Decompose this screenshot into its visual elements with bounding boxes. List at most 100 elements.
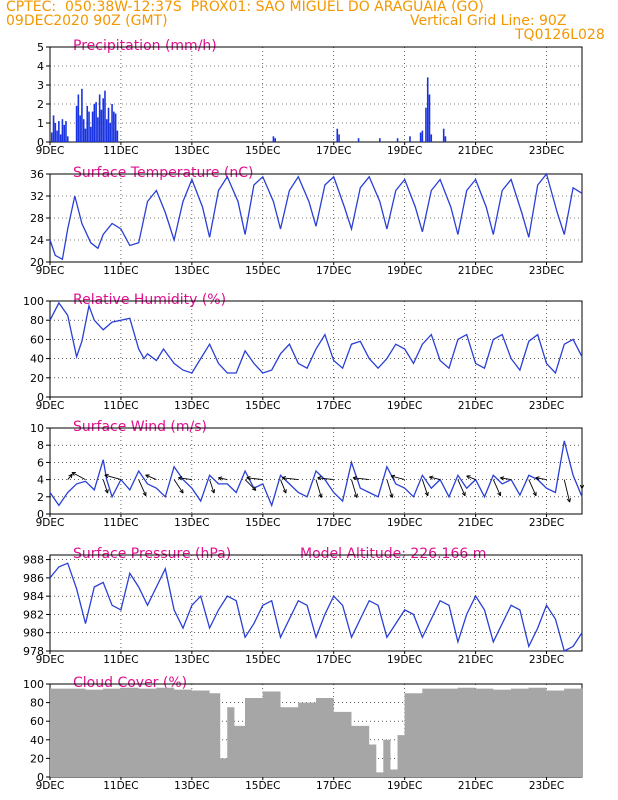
temp-xtick-label: 11DEC [103,265,138,277]
wind-arrow-head [461,491,466,497]
pressure-xtick-label: 15DEC [245,654,280,666]
precip-bar [89,126,92,142]
pressure-xtick-label: 13DEC [174,654,209,666]
rh-panel: Relative Humidity (%) 0 20 40 60 80 100 9DEC 11D… [23,292,583,412]
wind-panel: Surface Wind (m/s) 0 2 4 6 8 10 9DEC 11DEC 13DEC 1… [30,419,585,529]
cloud-bar [220,758,222,777]
wind-arrow-head [497,491,502,497]
precip-xtick-label: 15DEC [245,145,280,157]
wind-arrow-head [210,489,216,494]
wind-xtick-label: 21DEC [458,517,493,529]
pressure-xtick-label: 23DEC [529,654,564,666]
cloud-ytick-label: 0 [37,771,44,784]
precip-xtick-label: 23DEC [529,145,564,157]
rh-xtick-label: 9DEC [36,400,65,412]
rh-ytick-label: 40 [30,353,44,366]
wind-arrow-head [104,473,109,479]
pressure-ytick-label: 980 [23,627,44,640]
cloud-xtick-label: 17DEC [316,780,351,792]
precip-bar [91,111,94,142]
cloud-bar [376,772,378,777]
wind-arrow [421,479,429,496]
wind-arrow-head [317,476,322,481]
wind-arrow [282,477,299,481]
cloud-bar [333,711,335,777]
rh-ytick-label: 100 [23,295,44,308]
wind-arrow-head [424,491,429,497]
wind-frame [49,427,583,515]
precip-panel: Precipitation (mm/h) 0 1 2 3 4 5 9DEC 11DEC 13DEC… [36,38,583,157]
precip-bar [421,130,424,142]
precip-bar [111,104,113,142]
wind-arrow-head [390,474,396,479]
cloud-ytick-label: 20 [30,752,44,765]
precip-xtick-label: 19DEC [387,145,422,157]
wind-arrow-head [145,474,150,479]
wind-arrow-head [579,484,585,489]
precip-bar [97,117,99,142]
rh-ytick-label: 80 [30,314,44,327]
cloud-bar [174,689,176,777]
wind-arrow-head [179,489,184,494]
wind-arrow [317,477,334,481]
cloud-xtick-label: 19DEC [387,780,422,792]
precip-xtick-label: 21DEC [458,145,493,157]
precip-bar [426,77,429,142]
wind-arrow [492,479,501,496]
cloud-bar [67,688,69,777]
wind-arrow-head [251,486,257,491]
precip-ytick-label: 2 [37,98,44,111]
cloud-bar [138,688,140,777]
wind-arrow [173,479,184,494]
precip-bar [272,136,275,142]
precip-bar [442,128,445,142]
wind-arrow [315,479,322,498]
precip-ytick-label: 4 [37,60,44,73]
pressure-frame [49,554,583,652]
rh-xtick-label: 23DEC [529,400,564,412]
wind-arrow [67,473,73,480]
wind-arrow [71,472,86,480]
precip-bar [338,134,340,142]
precip-xtick-label: 13DEC [174,145,209,157]
temp-xtick-label: 19DEC [387,265,422,277]
cloud-bar [582,687,583,777]
wind-arrow [535,477,547,481]
precip-bar [56,130,58,142]
model-id: TQ0126L028 [515,27,605,43]
wind-xtick-label: 15DEC [245,517,280,529]
temp-panel: Surface Temperature (nC) 20 24 28 32 36 9DEC 11… [30,165,583,277]
precip-ytick-label: 1 [37,117,44,130]
temp-ytick-label: 36 [30,168,44,181]
precip-bar [88,111,90,142]
precip-bar [66,136,69,142]
cloud-bar [156,687,158,777]
wind-arrow [145,474,157,481]
temp-ytick-label: 28 [30,212,44,225]
wind-arrow-head [466,475,471,480]
pressure-ytick-label: 978 [23,645,44,658]
precip-bar [274,138,277,142]
precip-bar [105,119,108,142]
wind-arrow-head [71,471,76,476]
pressure-xtick-label: 19DEC [387,654,422,666]
temp-xtick-label: 23DEC [529,265,564,277]
cloud-bar [120,687,122,777]
temp-xtick-label: 13DEC [174,265,209,277]
precip-bar [79,115,81,142]
cloud-bar [227,707,229,777]
precip-bar [428,94,431,142]
cloud-bar [546,690,548,777]
wind-xtick-label: 23DEC [529,517,564,529]
cloud-xtick-label: 21DEC [458,780,493,792]
cloud-xtick-label: 23DEC [529,780,564,792]
cloud-bar [440,688,442,777]
cloud-panel: Cloud Cover (%) 0 20 40 60 80 100 9DEC 11DEC 13DE… [23,675,583,792]
wind-arrow-head [281,476,286,481]
cloud-bar [404,693,406,777]
wind-ytick-label: 4 [37,474,44,487]
cloud-bar [351,725,353,777]
wind-xtick-label: 11DEC [103,517,138,529]
wind-arrow-head [352,476,357,481]
